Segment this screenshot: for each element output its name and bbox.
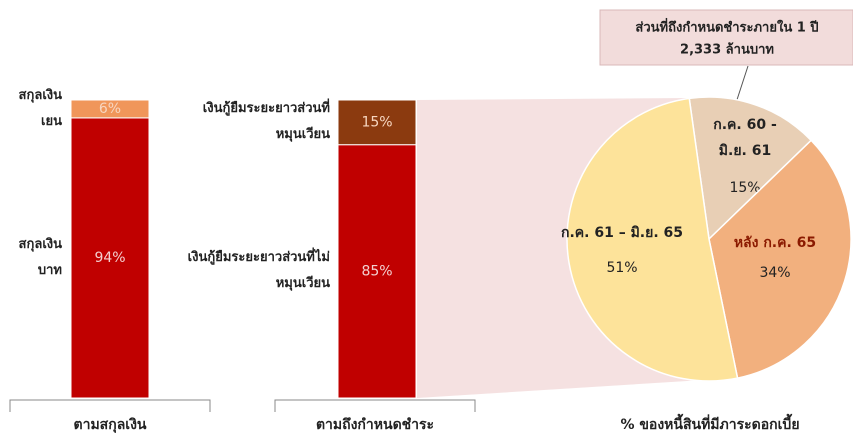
value-label: 94% [94, 250, 125, 266]
legend-label: เงินกู้ยืมระยะยาวส่วนที่ไม่หมุนเวียน [187, 250, 330, 292]
value-label: 15% [361, 114, 392, 130]
pie-slice [708, 139, 852, 379]
slice-label: หลัง ก.ค. 65 [733, 235, 817, 251]
slice-label: ก.ค. 60 - มิ.ย. 61 [713, 117, 777, 159]
slice-value-label: 51% [606, 260, 637, 276]
annotation-box [599, 9, 853, 66]
bar-segment [337, 99, 417, 146]
annotation: ส่วนที่ถึงกำหนดชำระภายใน 1 ปี [635, 18, 818, 36]
pie-slice [688, 96, 813, 241]
legend-label: สกุลเงินเยน [18, 87, 62, 129]
annotation-sub: 2,333 ล้านบาท [680, 42, 774, 58]
chart-title: % ของหนี้สินที่มีภาระดอกเบี้ย [620, 413, 799, 433]
slice-value-label: 15% [729, 180, 760, 196]
bracket [9, 399, 476, 412]
legend-label: สกุลเงินบาท [18, 236, 62, 278]
pie-slice [566, 97, 739, 382]
legend-label: เงินกู้ยืมระยะยาวส่วนที่หมุนเวียน [202, 101, 330, 143]
bar-segment [70, 99, 150, 119]
slice-value-label: 34% [759, 265, 790, 281]
x-axis-label: ตามสกุลเงิน [74, 417, 147, 433]
value-label: 6% [99, 101, 121, 117]
value-label: 85% [361, 263, 392, 279]
bar-segment [70, 117, 150, 399]
bar-segment [337, 144, 417, 399]
x-axis-label: ตามถึงกำหนดชำระ [316, 416, 434, 433]
slice-label: ก.ค. 61 – มิ.ย. 65 [560, 225, 683, 241]
